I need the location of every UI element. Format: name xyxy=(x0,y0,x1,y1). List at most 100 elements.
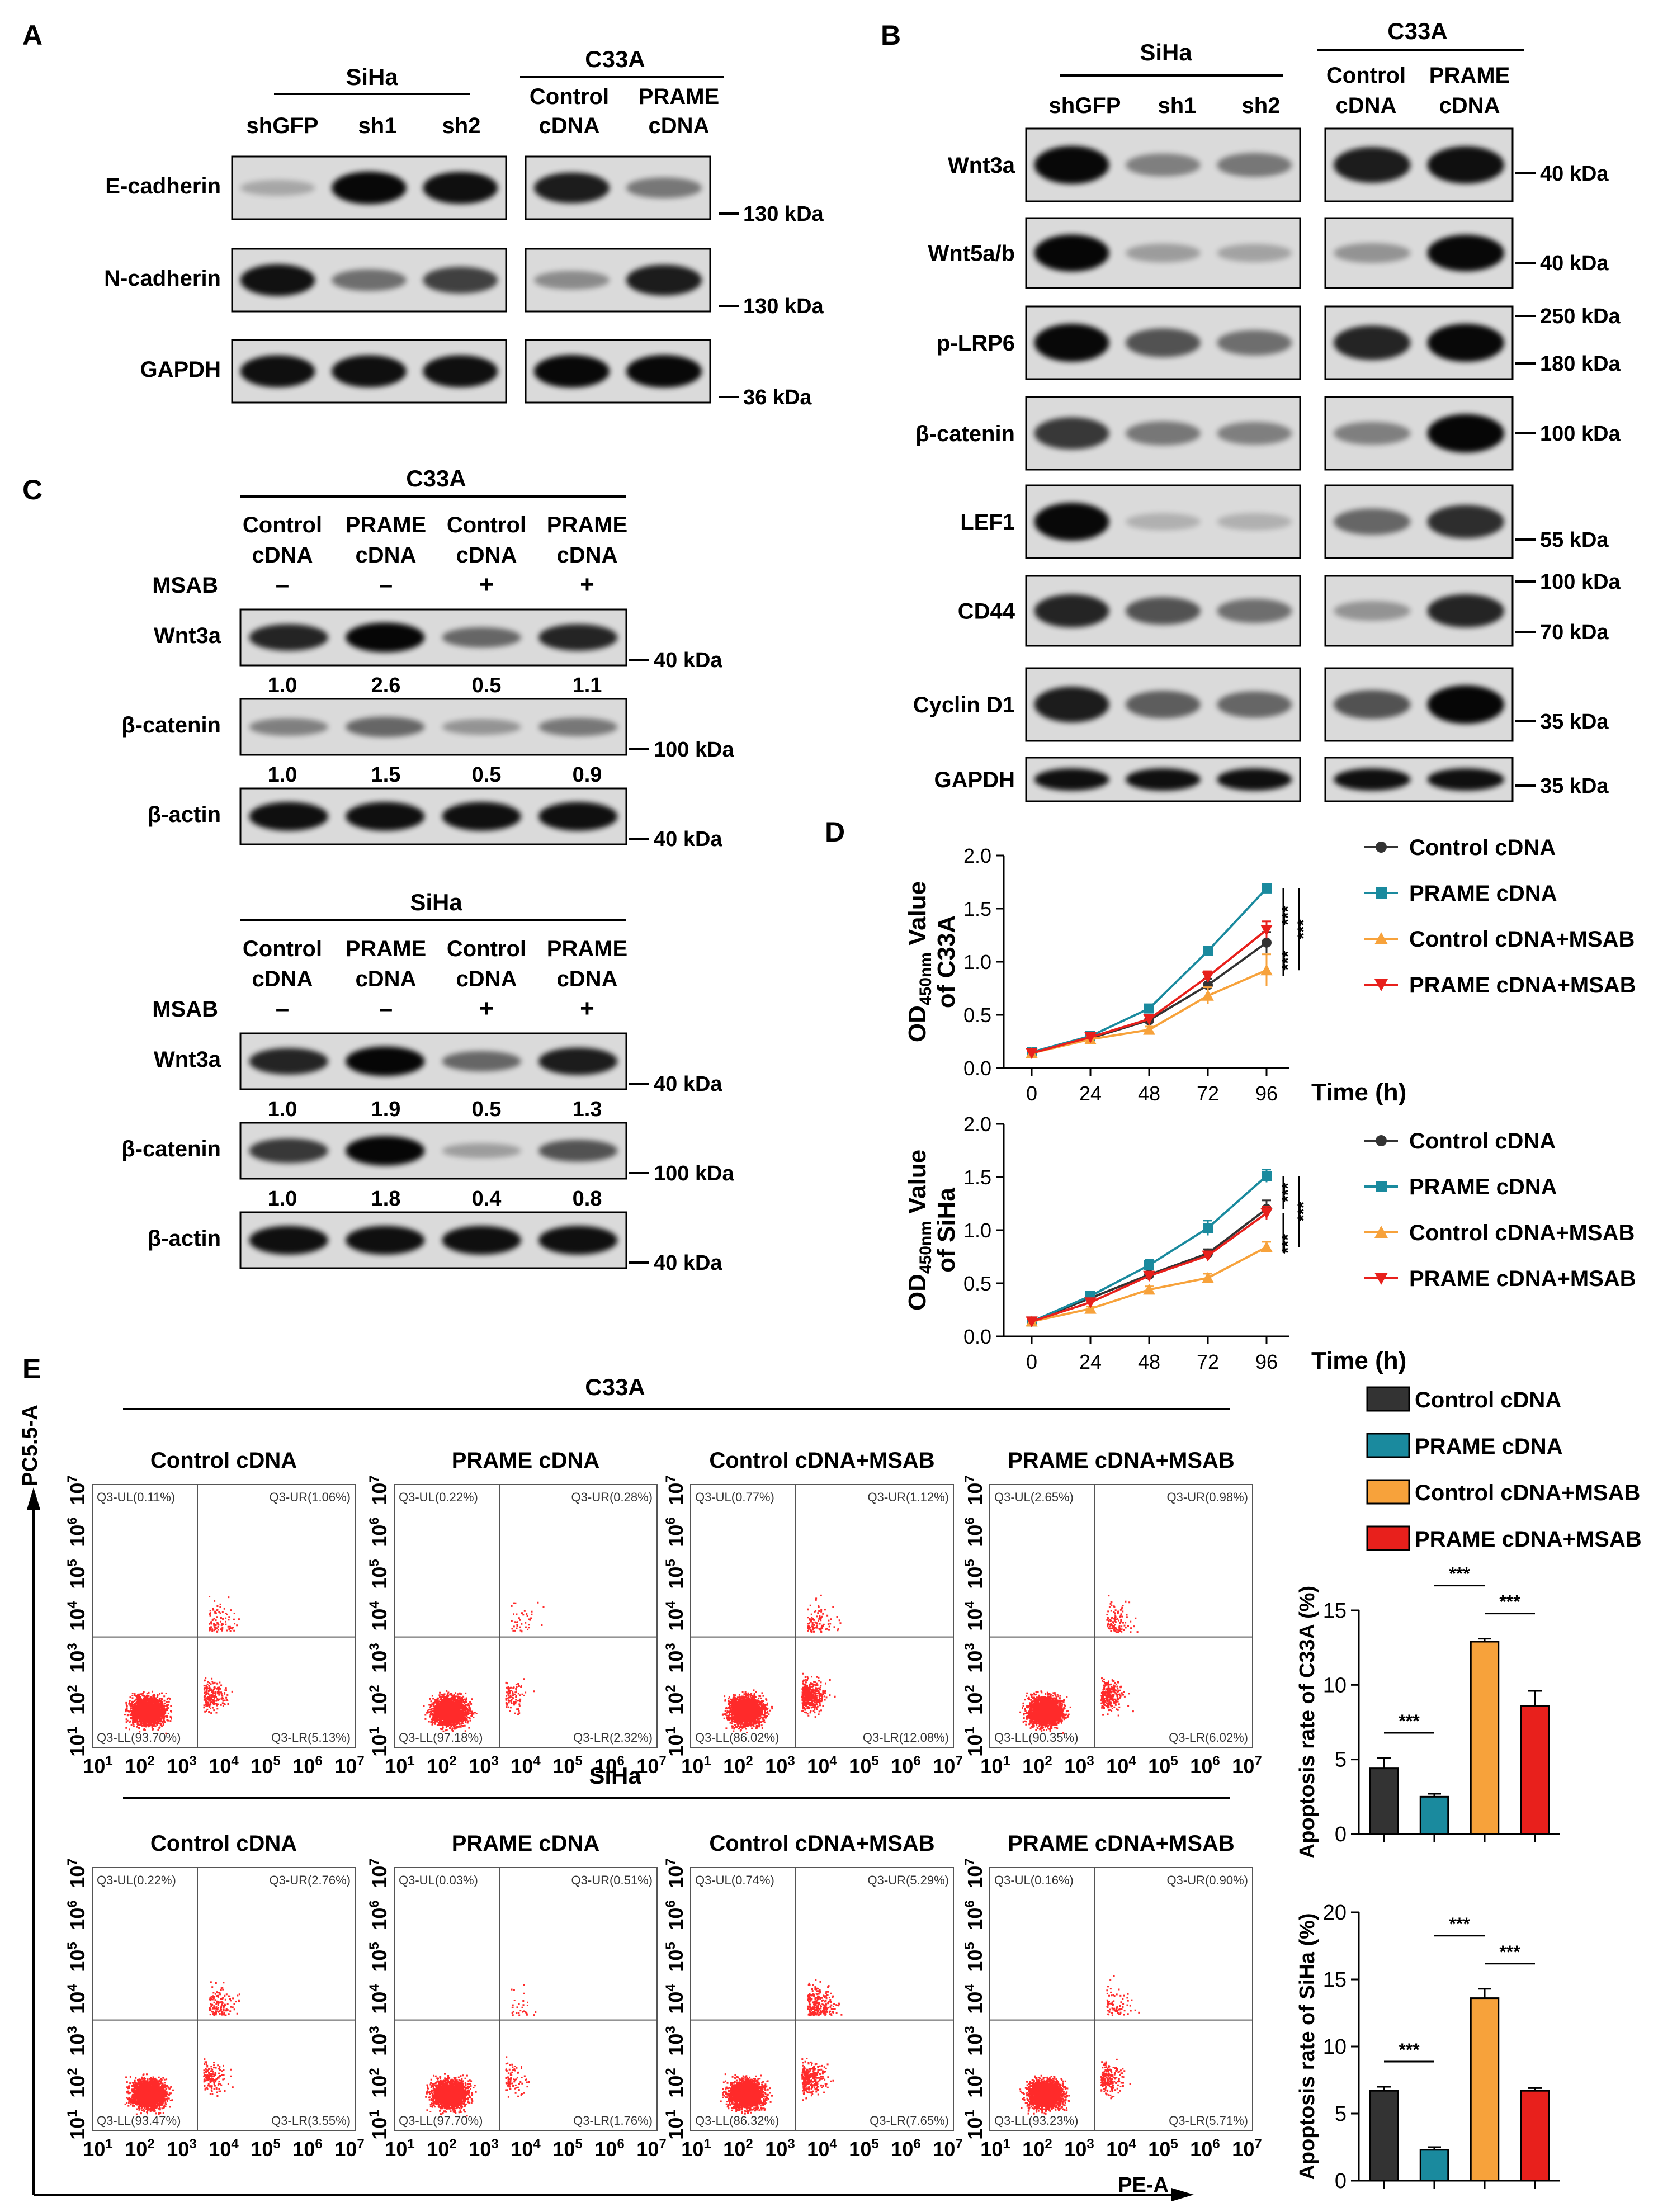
x-tick-exponent: 2 xyxy=(1045,2137,1052,2152)
siha-blot xyxy=(231,339,507,404)
y-tick-label: 103 xyxy=(663,2026,687,2055)
blot-band xyxy=(1334,147,1411,183)
y-tick-exponent: 5 xyxy=(663,1942,678,1949)
lane-label: sh2 xyxy=(442,114,481,138)
x-tick-label: 106 xyxy=(594,2137,624,2161)
y-tick-label: 107 xyxy=(65,1858,89,1888)
kda-label: 100 kDa xyxy=(1540,422,1621,446)
quant-value: 0.5 xyxy=(472,1098,502,1121)
x-tick-label: 106 xyxy=(891,2137,920,2161)
treatment-sign: – xyxy=(276,995,289,1022)
marker-triangle-up xyxy=(1260,1241,1273,1252)
y-tick-exponent: 3 xyxy=(65,1643,80,1650)
kda-label: 35 kDa xyxy=(1540,774,1609,798)
x-tick-exponent: 1 xyxy=(703,1753,711,1769)
blot-band xyxy=(332,269,407,291)
marker-square xyxy=(1203,946,1213,956)
treatment-sign: + xyxy=(580,571,594,598)
treatment-label: MSAB xyxy=(152,573,218,598)
x-tick-exponent: 1 xyxy=(407,2137,414,2152)
treatment-sign: + xyxy=(479,995,494,1022)
y-tick-exponent: 6 xyxy=(962,1900,977,1907)
y-tick-exponent: 1 xyxy=(367,1727,382,1734)
y-tick-label: 103 xyxy=(367,1643,391,1672)
y-tick-label: 106 xyxy=(962,1517,986,1547)
blot-band xyxy=(442,627,521,648)
x-tick-label: 106 xyxy=(292,1753,322,1778)
blot-band xyxy=(1334,422,1411,445)
y-tick-exponent: 3 xyxy=(663,2026,678,2033)
blot-band xyxy=(346,716,425,738)
panel-c: C C33A Control cDNA PRAME cDNA Control cDNA PRAM… xyxy=(22,465,735,1275)
marker-triangle-down xyxy=(1026,1316,1038,1328)
x-tick-exponent: 7 xyxy=(659,2137,666,2152)
y-tick-exponent: 3 xyxy=(663,1643,678,1650)
y-tick-label: 101 xyxy=(367,2110,391,2139)
y-axis-label: Apoptosis rate of C33A (%) xyxy=(1296,1586,1319,1859)
blot-band xyxy=(249,1048,328,1075)
flow-plot-title: PRAME cDNA+MSAB xyxy=(1008,1831,1235,1856)
panel-letter-a: A xyxy=(22,20,42,51)
marker-circle xyxy=(1376,1135,1387,1146)
x-tick-exponent: 6 xyxy=(913,2137,920,2152)
quadrant-label-ul: Q3-UL(0.03%) xyxy=(399,1873,478,1887)
blot xyxy=(239,698,627,756)
y-tick-label: 107 xyxy=(65,1475,89,1505)
x-tick-label: 103 xyxy=(1064,2137,1094,2161)
blot-band xyxy=(1034,145,1109,185)
marker-triangle-up xyxy=(1374,932,1388,944)
kda-label: 100 kDa xyxy=(1540,570,1621,594)
quadrant-label-ul: Q3-UL(2.65%) xyxy=(994,1490,1074,1504)
y-tick-exponent: 3 xyxy=(962,1643,977,1650)
bar xyxy=(1369,1767,1399,1835)
x-tick-exponent: 2 xyxy=(745,1753,753,1769)
y-tick-label: 0 xyxy=(1335,1823,1347,1846)
x-tick-label: 106 xyxy=(1190,1753,1220,1778)
marker-triangle-up xyxy=(1260,964,1273,976)
blot-band xyxy=(1034,323,1109,362)
flow-dots xyxy=(425,1984,537,2117)
kda-label: 130 kDa xyxy=(743,295,824,318)
lane-label: cDNA xyxy=(1336,93,1397,118)
x-tick-exponent: 4 xyxy=(231,2137,239,2152)
y-tick-label: 0.5 xyxy=(963,1272,991,1295)
row-label: β-actin xyxy=(148,802,221,827)
x-tick-exponent: 6 xyxy=(1212,1753,1220,1769)
bar xyxy=(1520,1705,1550,1835)
x-tick-label: 103 xyxy=(469,1753,498,1778)
y-tick-exponent: 7 xyxy=(962,1858,977,1865)
y-tick-label: 104 xyxy=(367,1601,391,1631)
x-tick-exponent: 4 xyxy=(829,2137,837,2152)
lane-label: cDNA xyxy=(649,114,710,138)
y-tick-exponent: 6 xyxy=(663,1517,678,1524)
blot-band xyxy=(1126,328,1201,357)
quadrant-label-ur: Q3-UR(0.98%) xyxy=(1167,1490,1248,1504)
x-tick-label: 107 xyxy=(1232,1753,1262,1778)
y-tick-exponent: 5 xyxy=(367,1942,382,1949)
blot-band xyxy=(1126,768,1201,791)
y-tick-label: 103 xyxy=(65,1643,89,1672)
bar xyxy=(1470,1641,1500,1835)
legend-label: PRAME cDNA xyxy=(1415,1434,1562,1459)
marker-triangle-down xyxy=(1260,925,1273,936)
x-tick-label: 103 xyxy=(765,2137,795,2161)
flow-dots xyxy=(721,1594,842,1733)
row-label: E-cadherin xyxy=(105,174,221,198)
flow-dots xyxy=(1019,1595,1139,1734)
lane-label: PRAME xyxy=(346,513,426,537)
x-tick-exponent: 3 xyxy=(189,1753,196,1769)
lane-label: sh1 xyxy=(1158,93,1197,118)
quadrant-label-lr: Q3-LR(5.13%) xyxy=(271,1731,351,1745)
marker-square xyxy=(1144,1260,1154,1270)
y-tick-exponent: 5 xyxy=(663,1559,678,1566)
quant-value: 1.0 xyxy=(268,763,297,787)
row-label: β-actin xyxy=(148,1226,221,1251)
legend-swatch xyxy=(1366,1525,1410,1551)
y-tick-label: 105 xyxy=(663,1559,687,1589)
y-tick-exponent: 5 xyxy=(65,1559,80,1566)
y-tick-label: 105 xyxy=(367,1942,391,1972)
quant-value: 1.0 xyxy=(268,674,297,697)
flow-plot-title: Control cDNA xyxy=(150,1448,297,1473)
panel-a: A SiHa C33A shGFP sh1 sh2 Control cDNA PRAME cDNA… xyxy=(22,20,824,409)
